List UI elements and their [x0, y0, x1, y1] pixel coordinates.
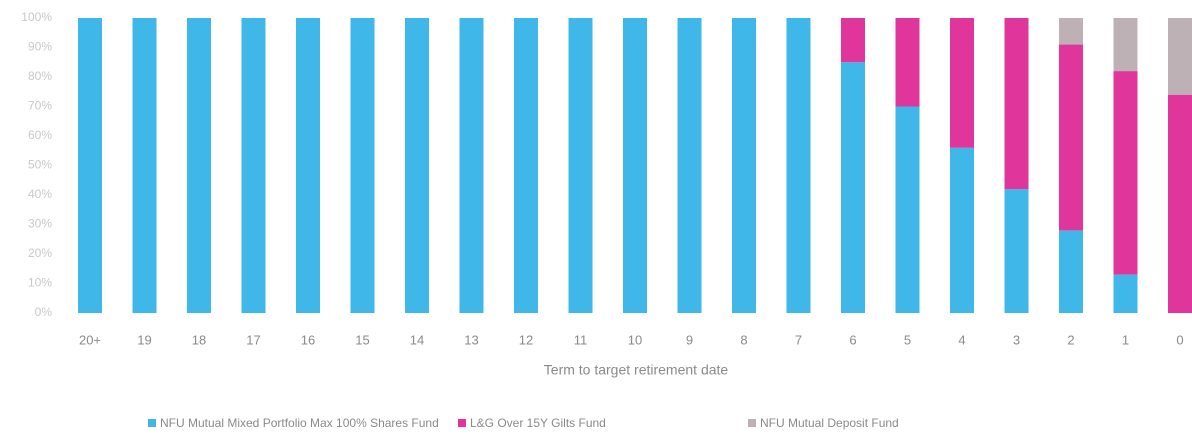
x-tick-label: 15 — [355, 332, 369, 347]
x-tick-label: 20+ — [79, 332, 101, 347]
bar-segment — [950, 147, 974, 313]
bar-segment — [841, 62, 865, 313]
x-tick-label: 18 — [192, 332, 206, 347]
bar-segment — [459, 18, 484, 313]
y-tick-label: 0% — [35, 305, 53, 319]
x-tick-label: 13 — [464, 332, 478, 347]
bar-segment — [350, 18, 375, 313]
y-tick-label: 60% — [28, 128, 52, 142]
bar-segment — [78, 18, 102, 313]
bar-segment — [568, 18, 593, 313]
x-tick-label: 3 — [1013, 332, 1020, 347]
x-tick-label: 12 — [519, 332, 533, 347]
bar-segment — [895, 18, 920, 107]
legend-label: NFU Mutual Deposit Fund — [760, 416, 899, 430]
bar-segment — [732, 18, 756, 313]
bar-segment — [950, 18, 974, 148]
y-tick-label: 40% — [28, 187, 52, 201]
x-tick-label: 16 — [301, 332, 315, 347]
x-tick-label: 2 — [1067, 332, 1074, 347]
bar-segment — [132, 18, 157, 313]
bar-segment — [786, 18, 811, 313]
legend-swatch — [748, 419, 756, 427]
bar-segment — [1059, 230, 1083, 313]
bar-segment — [405, 18, 429, 313]
bar-segment — [1059, 18, 1083, 45]
x-tick-label: 7 — [795, 332, 802, 347]
bar-segment — [623, 18, 647, 313]
legend-swatch — [458, 419, 466, 427]
x-tick-label: 4 — [958, 332, 965, 347]
x-axis-title: Term to target retirement date — [544, 362, 729, 378]
bar-segment — [1168, 94, 1192, 313]
legend-swatch — [148, 419, 156, 427]
bar-segment — [1059, 44, 1083, 231]
bar-segment — [841, 18, 865, 63]
y-tick-label: 80% — [28, 69, 52, 83]
y-tick-label: 50% — [28, 158, 52, 172]
bar-segment — [1004, 189, 1029, 313]
bar-segment — [1113, 274, 1138, 313]
x-tick-label: 8 — [740, 332, 747, 347]
bar-segment — [1004, 18, 1029, 190]
bar-segment — [296, 18, 320, 313]
y-tick-label: 70% — [28, 99, 52, 113]
y-tick-label: 10% — [28, 276, 52, 290]
x-tick-label: 19 — [137, 332, 151, 347]
bar-segment — [1113, 18, 1138, 72]
bar-segment — [895, 106, 920, 313]
bar-segment — [514, 18, 538, 313]
x-tick-label: 5 — [904, 332, 911, 347]
x-tick-label: 10 — [628, 332, 642, 347]
x-tick-label: 6 — [849, 332, 856, 347]
y-tick-label: 90% — [28, 40, 52, 54]
bar-segment — [187, 18, 211, 313]
x-tick-label: 9 — [686, 332, 693, 347]
x-tick-label: 11 — [574, 332, 588, 347]
y-tick-label: 30% — [28, 217, 52, 231]
x-tick-label: 17 — [246, 332, 260, 347]
y-tick-label: 100% — [21, 10, 52, 24]
bar-segment — [1168, 18, 1192, 95]
legend-label: NFU Mutual Mixed Portfolio Max 100% Shar… — [160, 416, 439, 430]
x-tick-label: 14 — [410, 332, 424, 347]
bar-segment — [241, 18, 266, 313]
y-tick-label: 20% — [28, 246, 52, 260]
bar-segment — [1113, 71, 1138, 275]
bar-segment — [677, 18, 702, 313]
legend-label: L&G Over 15Y Gilts Fund — [470, 416, 606, 430]
x-tick-label: 1 — [1122, 332, 1129, 347]
x-tick-label: 0 — [1176, 332, 1183, 347]
